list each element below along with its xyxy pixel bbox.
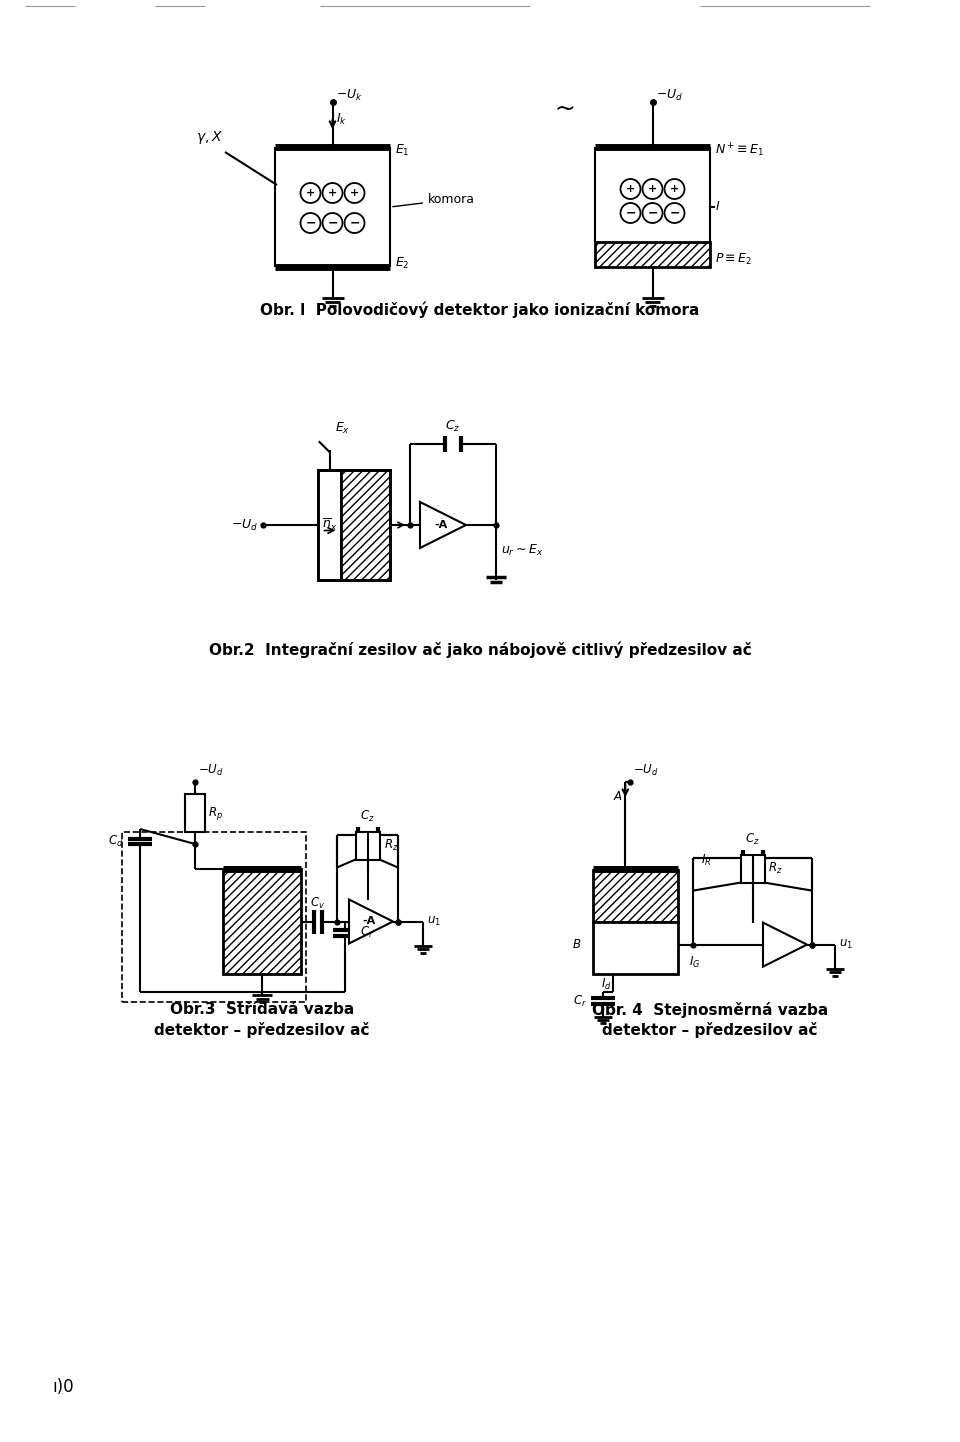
Text: $\gamma,X$: $\gamma,X$ [196, 128, 223, 146]
Text: $C_z$: $C_z$ [445, 418, 461, 434]
Text: $C_r$: $C_r$ [573, 994, 587, 1008]
Text: detektor – předzesilov ač: detektor – předzesilov ač [602, 1022, 818, 1038]
Bar [318, 470, 390, 580]
Text: $E_1$: $E_1$ [395, 143, 410, 157]
Text: $\overline{n}_x$: $\overline{n}_x$ [322, 516, 337, 534]
Text: $-U_k$: $-U_k$ [337, 88, 364, 102]
Text: −: − [669, 206, 680, 219]
Text: $R_z$: $R_z$ [769, 861, 783, 877]
Text: $E_x$: $E_x$ [334, 421, 349, 435]
Text: $-U_d$: $-U_d$ [657, 88, 684, 102]
Text: $-U_d$: $-U_d$ [230, 518, 258, 532]
Text: −: − [305, 216, 316, 229]
Text: −: − [625, 206, 636, 219]
Text: $E_2$: $E_2$ [395, 255, 410, 271]
Text: $R_z$: $R_z$ [383, 838, 398, 854]
Text: detektor – předzesilov ač: detektor – předzesilov ač [155, 1022, 370, 1038]
Text: +: + [306, 187, 315, 198]
Text: +: + [328, 187, 337, 198]
Text: $u_1$: $u_1$ [427, 916, 441, 929]
Text: $-U_d$: $-U_d$ [198, 763, 224, 777]
Text: $I_d$: $I_d$ [601, 976, 612, 992]
Polygon shape [349, 900, 393, 943]
Text: +: + [670, 185, 679, 195]
Text: $B$: $B$ [571, 939, 581, 952]
Bar [593, 921, 678, 973]
Text: $u_1$: $u_1$ [839, 939, 852, 952]
Bar [740, 855, 764, 883]
Text: $N^+\!\equiv E_1$: $N^+\!\equiv E_1$ [715, 141, 764, 159]
Text: komora: komora [393, 193, 475, 206]
Text: $-U_d$: $-U_d$ [633, 763, 659, 777]
Bar [355, 832, 379, 859]
Text: Obr. l  Polovodičový detektor jako ionizační komora: Obr. l Polovodičový detektor jako ioniza… [260, 301, 700, 319]
Text: −: − [327, 216, 338, 229]
Text: +: + [648, 185, 658, 195]
Text: $C_d$: $C_d$ [108, 833, 123, 848]
Text: -A: -A [362, 917, 375, 927]
Text: $C_v$: $C_v$ [310, 895, 325, 911]
Text: +: + [626, 185, 636, 195]
Text: −: − [349, 216, 360, 229]
Text: +: + [349, 187, 359, 198]
Text: $I_G$: $I_G$ [689, 955, 701, 970]
Polygon shape [763, 923, 807, 966]
Text: Obr.3  Střídavá vazba: Obr.3 Střídavá vazba [170, 1002, 354, 1018]
Bar [341, 470, 390, 580]
Text: $R_p$: $R_p$ [208, 805, 223, 822]
Text: −: − [647, 206, 658, 219]
Text: $C_z$: $C_z$ [745, 832, 760, 846]
Bar [223, 870, 301, 973]
Text: $I$: $I$ [715, 200, 720, 213]
Bar [595, 242, 710, 267]
Bar [318, 470, 341, 580]
Text: Obr.2  Integrační zesilov ač jako nábojově citlivý předzesilov ač: Obr.2 Integrační zesilov ač jako nábojov… [208, 642, 752, 658]
Text: Obr. 4  Stejnosměrná vazba: Obr. 4 Stejnosměrná vazba [592, 1002, 828, 1018]
Polygon shape [420, 502, 466, 548]
Text: $u_r{\sim}E_x$: $u_r{\sim}E_x$ [501, 542, 543, 558]
Text: ı)0: ı)0 [52, 1379, 74, 1396]
Bar [593, 870, 678, 921]
Text: $P\equiv E_2$: $P\equiv E_2$ [715, 251, 753, 267]
Text: -A: -A [434, 521, 447, 531]
Bar [122, 832, 306, 1002]
Text: ~: ~ [555, 97, 575, 121]
Text: $C_z$: $C_z$ [360, 809, 374, 823]
Text: $A$: $A$ [613, 790, 623, 803]
Text: $I_R$: $I_R$ [701, 854, 711, 868]
Bar [185, 795, 205, 832]
Text: $I_k$: $I_k$ [337, 111, 348, 127]
Text: $C_r$: $C_r$ [360, 924, 374, 940]
